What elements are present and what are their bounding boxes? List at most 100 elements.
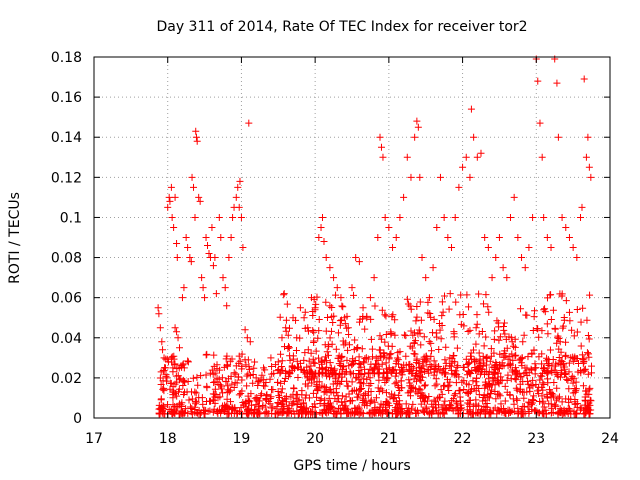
data-point [579, 304, 587, 312]
data-point [418, 254, 426, 262]
data-point [268, 386, 276, 394]
data-point [518, 406, 526, 414]
data-point [168, 410, 176, 418]
data-point [302, 391, 310, 399]
data-point [586, 401, 594, 409]
data-point [178, 294, 186, 302]
data-point [553, 79, 561, 87]
data-point [392, 378, 400, 386]
data-point [438, 369, 446, 377]
data-point [309, 355, 317, 363]
data-point [323, 405, 331, 413]
data-point [495, 380, 503, 388]
data-point [572, 378, 580, 386]
data-point [321, 357, 329, 365]
data-point [301, 349, 309, 357]
data-point [173, 240, 181, 248]
data-point [191, 213, 199, 221]
data-point [192, 127, 200, 135]
data-point [444, 234, 452, 241]
data-point [228, 380, 236, 388]
data-point [440, 382, 447, 390]
data-point [367, 388, 375, 396]
data-point [278, 385, 286, 393]
data-point [503, 274, 511, 282]
data-point [356, 360, 364, 368]
data-point [157, 395, 165, 403]
data-point [225, 254, 233, 262]
data-point [400, 331, 408, 339]
data-point [479, 352, 487, 360]
data-point [570, 355, 578, 363]
data-point [501, 330, 509, 338]
data-point [571, 398, 579, 406]
data-point [219, 274, 227, 282]
data-point [379, 373, 387, 381]
data-point [562, 223, 570, 231]
data-point [389, 395, 397, 403]
data-point [315, 354, 323, 362]
data-point [530, 392, 538, 400]
data-point [546, 346, 554, 354]
data-point [223, 402, 231, 410]
data-point [318, 360, 326, 368]
data-point [507, 333, 515, 341]
data-point [266, 375, 274, 383]
data-point [275, 366, 283, 374]
data-point [441, 381, 449, 389]
y-axis-label: ROTI / TECUs [7, 192, 23, 284]
data-point [251, 394, 259, 402]
data-point [278, 357, 286, 365]
data-point [346, 341, 354, 349]
data-point [194, 381, 202, 389]
data-point [391, 316, 399, 324]
data-point [586, 384, 594, 392]
data-point [416, 376, 424, 384]
data-point [458, 378, 466, 386]
data-point [452, 298, 460, 306]
data-point [490, 335, 498, 343]
data-point [262, 394, 270, 402]
data-point [314, 334, 322, 342]
data-point [506, 213, 514, 221]
data-point [236, 177, 244, 185]
data-point [287, 393, 295, 401]
data-point [254, 402, 262, 410]
data-point [417, 377, 425, 385]
data-point [371, 302, 379, 310]
data-point [480, 300, 488, 308]
data-point [477, 149, 485, 157]
data-point [548, 389, 556, 397]
data-point [558, 213, 566, 221]
data-point [523, 364, 531, 372]
data-point [234, 373, 242, 381]
data-point [180, 284, 188, 292]
y-tick-label: 0.04 [51, 331, 82, 347]
data-point [535, 333, 543, 341]
data-point [385, 365, 393, 373]
data-point [381, 213, 389, 221]
data-point [441, 356, 449, 364]
data-point [338, 365, 346, 373]
data-point [343, 356, 351, 364]
data-point [349, 370, 357, 378]
data-point [562, 338, 570, 346]
data-point [199, 400, 207, 408]
data-point [312, 300, 320, 308]
data-point [540, 381, 548, 389]
data-point [437, 386, 445, 394]
data-point [456, 405, 464, 413]
data-point [300, 356, 308, 364]
data-point [577, 342, 585, 350]
data-point [463, 291, 471, 299]
data-point [372, 360, 380, 368]
y-tick-label: 0.06 [51, 291, 82, 307]
data-point [536, 376, 544, 384]
data-point [405, 376, 413, 384]
data-point [381, 338, 389, 346]
data-point [562, 297, 570, 305]
data-point [283, 410, 291, 418]
data-point [541, 305, 549, 313]
data-point [348, 284, 356, 292]
data-point [472, 324, 480, 332]
